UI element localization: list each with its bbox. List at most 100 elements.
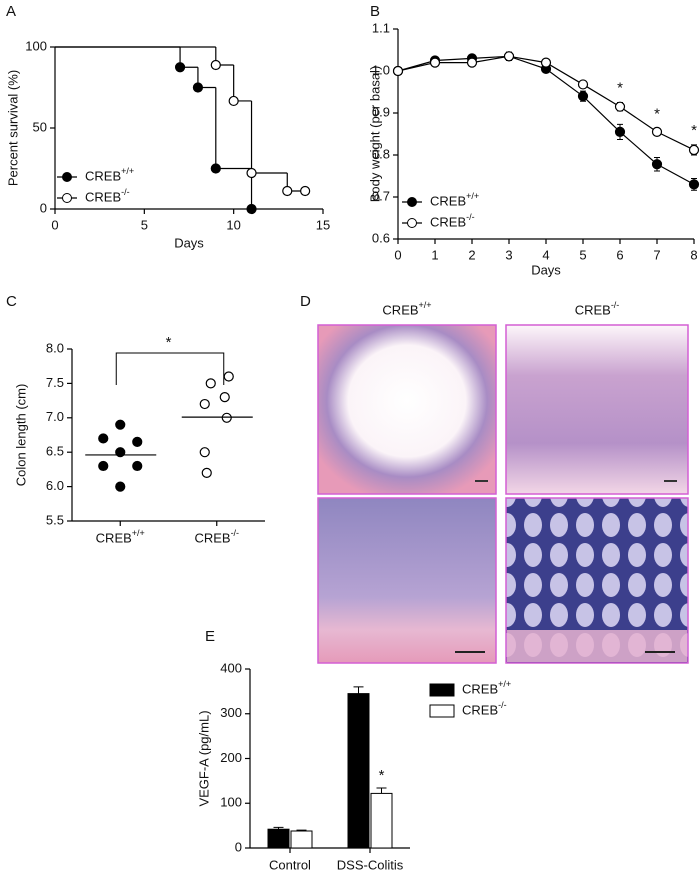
panel-label: C xyxy=(6,293,17,310)
y-tick-label: 0.9 xyxy=(372,104,390,119)
marker xyxy=(392,65,404,77)
marker xyxy=(219,392,230,403)
x-tick-label: 10 xyxy=(226,217,240,232)
marker xyxy=(132,460,143,472)
x-tick-label: 1 xyxy=(431,247,438,262)
legend-label: CREB+/+ xyxy=(85,166,134,183)
marker xyxy=(174,62,186,73)
chart-panel: E 0 100 200 300 400 Control DSS-Colitis VEGF-A (… xyxy=(196,628,511,872)
legend-label: CREB+/+ xyxy=(462,679,511,696)
x-tick-label: 5 xyxy=(141,217,148,232)
x-tick-label: 15 xyxy=(316,217,330,232)
series-line xyxy=(397,55,695,185)
x-tick-label: 5 xyxy=(579,247,586,262)
bar xyxy=(267,828,290,849)
x-tick-label: DSS-Colitis xyxy=(337,857,404,872)
marker xyxy=(115,419,126,430)
chart-panel: A 0 50 100 0 5 10 15 Days Percent survival (%) CRE… xyxy=(5,3,330,250)
y-tick-label: 0 xyxy=(235,839,242,854)
histology-image xyxy=(317,324,497,495)
x-tick-label: Control xyxy=(269,857,311,872)
legend-label: CREB-/- xyxy=(430,212,475,229)
x-tick-label: 2 xyxy=(468,247,475,262)
marker xyxy=(688,144,700,156)
significance-bracket xyxy=(115,352,225,385)
x-tick-label: CREB-/- xyxy=(194,528,239,545)
x-tick-label: 0 xyxy=(394,247,401,262)
marker xyxy=(688,179,700,190)
marker xyxy=(199,447,210,458)
marker xyxy=(205,378,216,389)
marker xyxy=(98,460,109,472)
panel-label: D xyxy=(300,293,311,310)
histology-panel: D CREB+/+ CREB-/- xyxy=(300,293,689,664)
marker xyxy=(199,398,210,410)
error-bar xyxy=(353,686,364,694)
y-tick-label: 100 xyxy=(25,38,47,53)
y-tick-label: 6.5 xyxy=(46,444,64,459)
y-tick-label: 6.0 xyxy=(46,478,64,493)
marker xyxy=(192,82,204,93)
legend-label: CREB-/- xyxy=(85,187,130,204)
marker xyxy=(228,95,239,107)
significance-mark: * xyxy=(166,334,172,351)
y-tick-label: 0.6 xyxy=(372,230,390,245)
marker xyxy=(201,467,212,478)
marker xyxy=(210,163,221,174)
x-tick-label: 4 xyxy=(542,247,549,262)
y-tick-label: 100 xyxy=(220,795,242,810)
y-tick-label: 1.0 xyxy=(372,62,390,77)
histology-tissue xyxy=(507,630,687,662)
significance-mark: * xyxy=(691,122,697,139)
y-tick-label: 0.7 xyxy=(372,188,390,203)
column-label: CREB+/+ xyxy=(382,300,431,317)
x-tick-label: 8 xyxy=(690,247,697,262)
bar xyxy=(290,830,313,849)
legend-marker xyxy=(407,197,417,207)
y-tick-label: 5.5 xyxy=(46,512,64,527)
marker xyxy=(115,481,126,492)
y-tick-label: 7.5 xyxy=(46,375,64,390)
legend-marker xyxy=(62,172,72,182)
legend-label: CREB-/- xyxy=(462,700,507,717)
marker xyxy=(300,185,311,197)
chart-panel: C 5.5 6.0 6.5 7.0 7.5 8.0 CREB+/+ CREB-/- Colon l… xyxy=(6,293,265,545)
marker xyxy=(246,203,257,215)
legend-swatch xyxy=(429,704,455,718)
marker xyxy=(223,371,234,382)
legend-label: CREB+/+ xyxy=(430,191,479,208)
x-tick-label: 0 xyxy=(51,217,58,232)
panel-label: E xyxy=(205,628,215,645)
y-tick-label: 400 xyxy=(220,660,242,675)
legend-marker xyxy=(62,193,72,203)
panel-label: A xyxy=(6,3,16,20)
marker xyxy=(429,57,441,68)
marker xyxy=(614,126,626,137)
marker xyxy=(503,51,515,62)
significance-mark: * xyxy=(617,79,623,96)
y-tick-label: 200 xyxy=(220,750,242,765)
significance-mark: * xyxy=(379,767,385,784)
error-bar xyxy=(376,787,387,794)
marker xyxy=(210,59,221,71)
marker xyxy=(614,101,626,112)
marker xyxy=(132,436,143,447)
marker xyxy=(577,79,589,90)
y-tick-label: 0 xyxy=(40,200,47,215)
chart-panel: B 0.6 0.7 0.8 0.9 1.0 1.1 0 1 2 3 4 5 6 7 8 Days Body wei… xyxy=(367,3,700,277)
y-axis-label: Body weight (per basal) xyxy=(367,66,382,203)
marker xyxy=(221,412,232,423)
x-tick-label: 3 xyxy=(505,247,512,262)
y-axis-label: Percent survival (%) xyxy=(5,70,20,186)
y-tick-label: 0.8 xyxy=(372,146,390,161)
legend-swatch xyxy=(429,683,455,697)
significance-mark: * xyxy=(654,106,660,123)
x-axis-label: Days xyxy=(531,262,561,277)
x-axis-label: Days xyxy=(174,235,204,250)
y-tick-label: 300 xyxy=(220,705,242,720)
marker xyxy=(651,126,663,137)
y-tick-label: 8.0 xyxy=(46,340,64,355)
bar xyxy=(347,693,370,849)
marker xyxy=(540,57,552,68)
x-tick-label: 7 xyxy=(653,247,660,262)
